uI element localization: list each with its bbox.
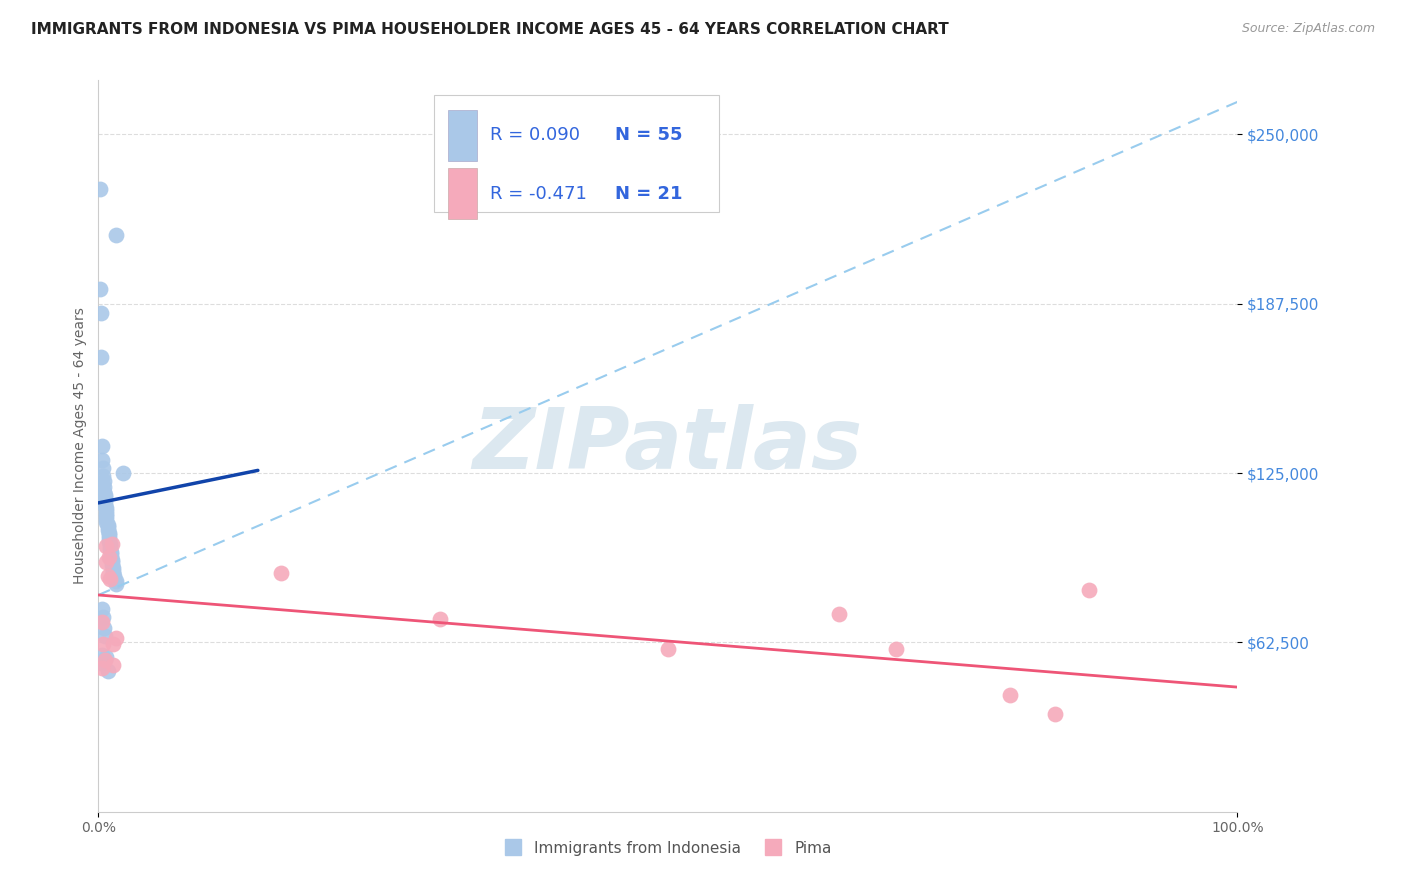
- Point: [94, 653, 117, 667]
- Point: [94, 499, 117, 513]
- Point: [91, 468, 114, 483]
- Point: [104, 577, 127, 591]
- FancyBboxPatch shape: [449, 168, 477, 219]
- Point: [104, 574, 127, 589]
- Point: [90, 615, 112, 629]
- Point: [96, 504, 118, 518]
- Point: [93, 485, 115, 500]
- Point: [89, 181, 111, 195]
- Point: [96, 539, 118, 553]
- Point: [96, 517, 118, 532]
- Point: [828, 607, 851, 621]
- Point: [98, 536, 121, 550]
- Point: [91, 460, 114, 475]
- Point: [96, 512, 118, 526]
- Text: R = 0.090: R = 0.090: [491, 126, 581, 145]
- Point: [657, 642, 679, 657]
- FancyBboxPatch shape: [434, 95, 718, 212]
- Point: [96, 556, 118, 570]
- Point: [96, 507, 118, 521]
- Text: R = -0.471: R = -0.471: [491, 185, 588, 202]
- Point: [97, 528, 120, 542]
- Point: [270, 566, 292, 581]
- Point: [101, 553, 124, 567]
- Text: N = 55: N = 55: [616, 126, 683, 145]
- Point: [96, 509, 118, 524]
- Point: [103, 561, 125, 575]
- Point: [89, 282, 111, 296]
- Point: [101, 558, 124, 573]
- Point: [100, 547, 122, 561]
- Point: [884, 642, 907, 657]
- Point: [96, 664, 118, 678]
- Point: [90, 439, 112, 453]
- Point: [103, 569, 125, 583]
- Point: [100, 544, 122, 558]
- Point: [98, 539, 121, 553]
- Point: [94, 493, 117, 508]
- Point: [112, 466, 135, 480]
- Point: [94, 488, 117, 502]
- Point: [103, 658, 125, 673]
- Point: [103, 572, 125, 586]
- Text: Source: ZipAtlas.com: Source: ZipAtlas.com: [1241, 22, 1375, 36]
- Legend: Immigrants from Indonesia, Pima: Immigrants from Indonesia, Pima: [498, 834, 838, 863]
- Point: [91, 609, 114, 624]
- Point: [96, 650, 118, 665]
- Point: [96, 515, 118, 529]
- Point: [429, 612, 451, 626]
- Point: [93, 620, 115, 634]
- Point: [90, 601, 112, 615]
- Point: [98, 572, 121, 586]
- Point: [94, 496, 117, 510]
- Point: [97, 525, 120, 540]
- Point: [94, 629, 117, 643]
- Point: [91, 637, 114, 651]
- FancyBboxPatch shape: [449, 110, 477, 161]
- Point: [90, 661, 112, 675]
- Point: [1078, 582, 1101, 597]
- Point: [1043, 707, 1066, 722]
- Point: [93, 480, 115, 494]
- Point: [97, 550, 120, 565]
- Point: [103, 637, 125, 651]
- Point: [96, 569, 118, 583]
- Text: N = 21: N = 21: [616, 185, 683, 202]
- Point: [97, 533, 120, 548]
- Point: [93, 474, 115, 488]
- Text: IMMIGRANTS FROM INDONESIA VS PIMA HOUSEHOLDER INCOME AGES 45 - 64 YEARS CORRELAT: IMMIGRANTS FROM INDONESIA VS PIMA HOUSEH…: [31, 22, 949, 37]
- Point: [103, 566, 125, 581]
- Y-axis label: Householder Income Ages 45 - 64 years: Householder Income Ages 45 - 64 years: [73, 308, 87, 584]
- Point: [101, 536, 124, 550]
- Point: [104, 227, 127, 242]
- Point: [98, 541, 121, 556]
- Point: [101, 556, 124, 570]
- Point: [103, 564, 125, 578]
- Point: [100, 550, 122, 565]
- Point: [90, 648, 112, 662]
- Point: [90, 656, 112, 670]
- Text: ZIPatlas: ZIPatlas: [472, 404, 863, 488]
- Point: [90, 350, 112, 364]
- Point: [97, 531, 120, 545]
- Point: [104, 632, 127, 646]
- Point: [90, 306, 112, 320]
- Point: [998, 688, 1021, 702]
- Point: [94, 491, 117, 505]
- Point: [96, 523, 118, 537]
- Point: [90, 452, 112, 467]
- Point: [96, 501, 118, 516]
- Point: [96, 520, 118, 534]
